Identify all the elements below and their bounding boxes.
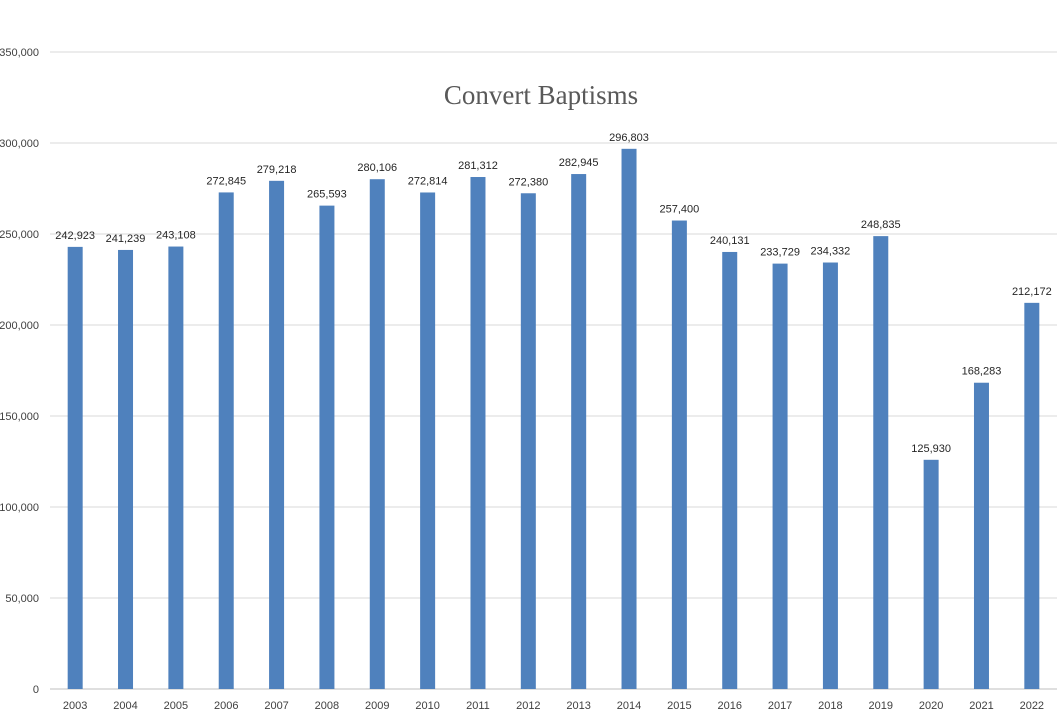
data-label: 279,218 (257, 164, 297, 176)
bar (772, 263, 788, 689)
bar (118, 249, 134, 690)
x-tick-label: 2016 (717, 700, 741, 710)
x-tick-label: 2019 (869, 700, 893, 710)
x-tick-label: 2018 (818, 700, 842, 710)
data-label: 242,923 (55, 230, 95, 242)
data-label: 248,835 (861, 219, 901, 231)
y-tick-label: 300,000 (0, 138, 39, 150)
data-label: 233,729 (760, 247, 800, 259)
y-tick-label: 0 (33, 684, 39, 696)
data-label: 125,930 (911, 443, 951, 455)
data-label: 243,108 (156, 230, 196, 242)
y-tick-label: 350,000 (0, 47, 39, 59)
bar (571, 174, 587, 689)
gridlines (50, 51, 1057, 690)
x-tick-label: 2017 (768, 700, 792, 710)
y-tick-label: 200,000 (0, 320, 39, 332)
bars (67, 148, 1040, 690)
bar (822, 262, 838, 689)
bar (973, 382, 989, 689)
bar (671, 220, 687, 690)
x-tick-label: 2015 (667, 700, 691, 710)
x-tick-label: 2004 (113, 700, 137, 710)
y-tick-label: 100,000 (0, 502, 39, 514)
data-label: 272,845 (206, 175, 246, 187)
bar (67, 246, 83, 690)
bar (168, 246, 184, 689)
data-label: 272,380 (508, 176, 548, 188)
data-label: 257,400 (659, 204, 699, 216)
bar (420, 192, 436, 689)
x-tick-label: 2011 (466, 700, 490, 710)
bar (621, 148, 637, 689)
bar (218, 192, 234, 689)
bar (923, 459, 939, 689)
x-tick-label: 2009 (365, 700, 389, 710)
data-label: 296,803 (609, 132, 649, 144)
data-label: 240,131 (710, 235, 750, 247)
bar (369, 179, 385, 689)
bar (470, 177, 486, 690)
bar (319, 205, 335, 690)
data-labels: 242,923 241,239 243,108 272,845 279,218 265,5… (55, 132, 1051, 455)
data-label: 282,945 (559, 157, 599, 169)
x-axis-tick-labels: 2003 2004 2005 2006 2007 2008 2009 2010 2011 2012… (63, 700, 1044, 710)
bar (1024, 302, 1040, 689)
bar (520, 193, 536, 689)
bar (269, 180, 285, 689)
data-label: 241,239 (106, 233, 146, 245)
chart-title: Convert Baptisms (444, 80, 638, 110)
data-label: 281,312 (458, 160, 498, 172)
data-label: 234,332 (811, 246, 851, 258)
y-tick-label: 50,000 (5, 593, 39, 605)
y-tick-label: 250,000 (0, 229, 39, 241)
x-tick-label: 2021 (969, 700, 993, 710)
x-tick-label: 2010 (415, 700, 439, 710)
x-tick-label: 2012 (516, 700, 540, 710)
x-tick-label: 2003 (63, 700, 87, 710)
data-label: 212,172 (1012, 286, 1052, 298)
x-tick-label: 2014 (617, 700, 641, 710)
x-tick-label: 2020 (919, 700, 943, 710)
x-tick-label: 2005 (164, 700, 188, 710)
data-label: 168,283 (962, 366, 1002, 378)
bar (873, 236, 889, 689)
x-tick-label: 2013 (566, 700, 590, 710)
x-tick-label: 2008 (315, 700, 339, 710)
data-label: 280,106 (357, 162, 397, 174)
bar (722, 251, 738, 689)
data-label: 272,814 (408, 175, 448, 187)
x-tick-label: 2007 (264, 700, 288, 710)
x-tick-label: 2006 (214, 700, 238, 710)
y-tick-label: 150,000 (0, 411, 39, 423)
data-label: 265,593 (307, 189, 347, 201)
x-tick-label: 2022 (1020, 700, 1044, 710)
y-axis-tick-labels: 0 50,000 100,000 150,000 200,000 250,000 300,0… (0, 47, 39, 696)
